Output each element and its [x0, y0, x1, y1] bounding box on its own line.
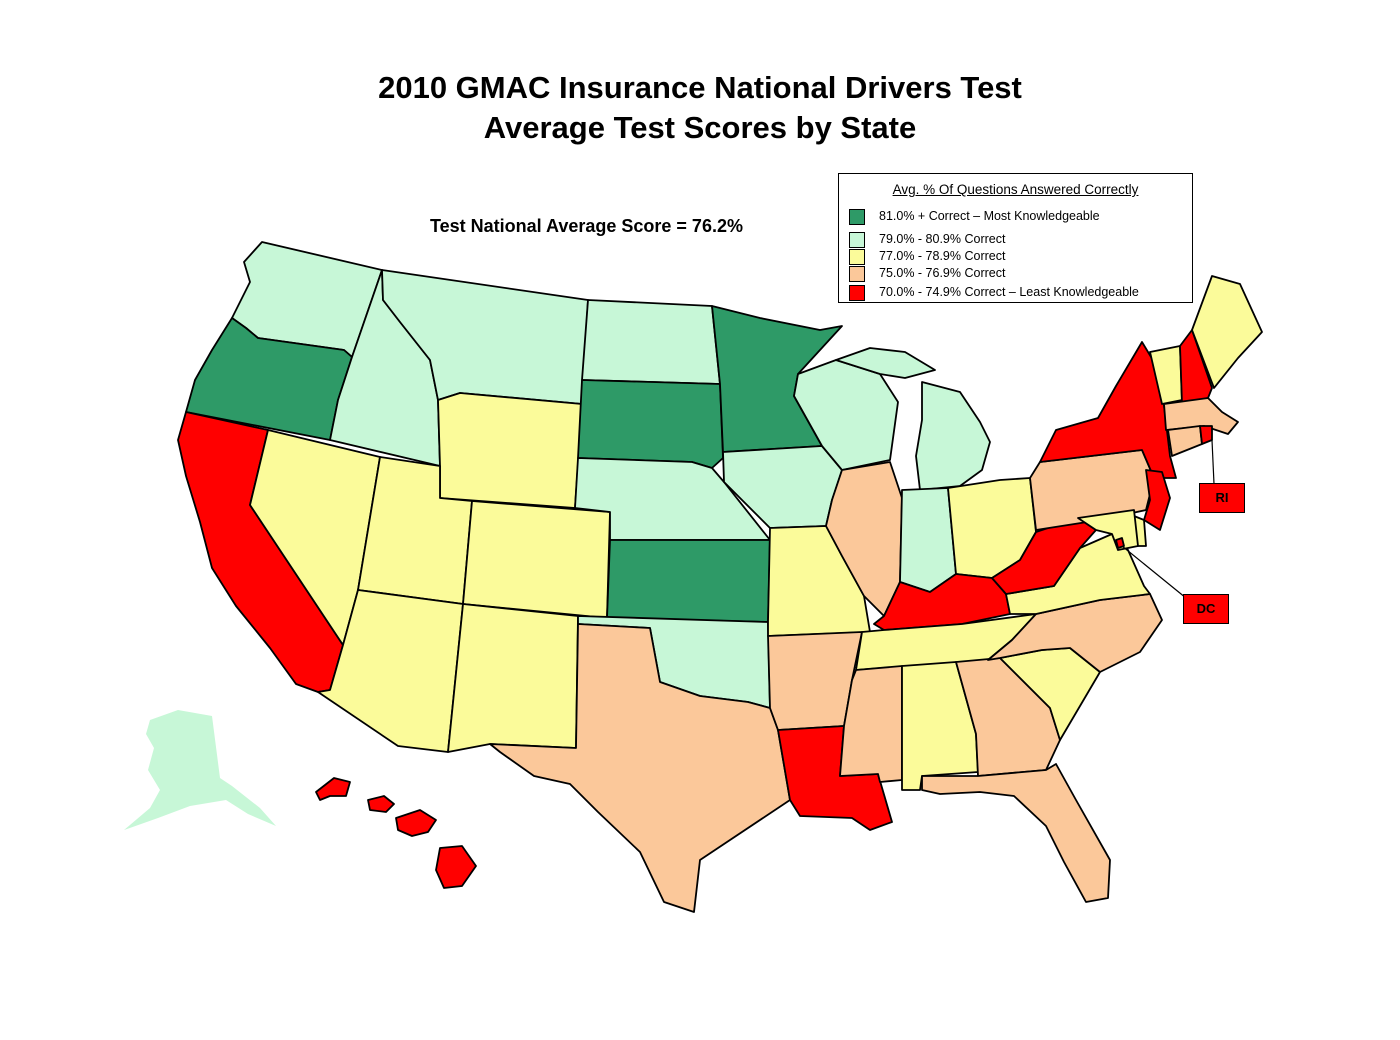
legend-swatch-low — [849, 266, 865, 282]
legend-swatch-top — [849, 209, 865, 225]
state-tx — [489, 623, 791, 913]
state-nd — [581, 299, 721, 385]
state-wy — [437, 392, 583, 509]
state-ct — [1167, 425, 1203, 457]
state-fl — [921, 763, 1111, 903]
legend-swatch-high — [849, 232, 865, 248]
legend-label-top: 81.0% + Correct – Most Knowledgeable — [879, 209, 1100, 223]
state-sd — [577, 379, 724, 469]
state-nc — [987, 593, 1163, 673]
state-me — [1191, 275, 1263, 389]
state-hi-1 — [315, 777, 351, 801]
legend-swatch-bottom — [849, 285, 865, 301]
state-mi — [915, 381, 991, 491]
state-nj — [1143, 469, 1171, 531]
legend: Avg. % Of Questions Answered Correctly 8… — [838, 173, 1193, 303]
map-title-line-2: Average Test Scores by State — [483, 110, 917, 145]
state-ak — [124, 710, 276, 830]
state-hi-4 — [435, 845, 477, 889]
dc-callout-label: DC — [1183, 594, 1229, 624]
dc-leader-line — [1121, 545, 1187, 599]
state-dc — [1115, 537, 1125, 549]
legend-swatch-mid — [849, 249, 865, 265]
state-ri — [1199, 425, 1213, 445]
state-nm — [447, 603, 579, 753]
state-mi-upper-peninsula — [835, 347, 936, 379]
legend-label-low: 75.0% - 76.9% Correct — [879, 266, 1006, 280]
legend-label-mid: 77.0% - 78.9% Correct — [879, 249, 1006, 263]
legend-label-bottom: 70.0% - 74.9% Correct – Least Knowledgea… — [879, 285, 1139, 299]
national-average-note: Test National Average Score = 76.2% — [430, 216, 743, 236]
state-co — [462, 500, 611, 619]
state-ks — [606, 539, 771, 623]
state-il — [825, 461, 903, 617]
state-in — [899, 487, 957, 593]
map-title-line-1: 2010 GMAC Insurance National Drivers Tes… — [378, 70, 1022, 105]
state-hi-3 — [395, 809, 437, 837]
ri-callout-label: RI — [1199, 483, 1245, 513]
state-nh — [1179, 329, 1213, 405]
ri-leader-line — [1211, 439, 1215, 485]
state-hi-2 — [367, 795, 395, 813]
legend-title: Avg. % Of Questions Answered Correctly — [892, 182, 1139, 197]
legend-label-high: 79.0% - 80.9% Correct — [879, 232, 1006, 246]
